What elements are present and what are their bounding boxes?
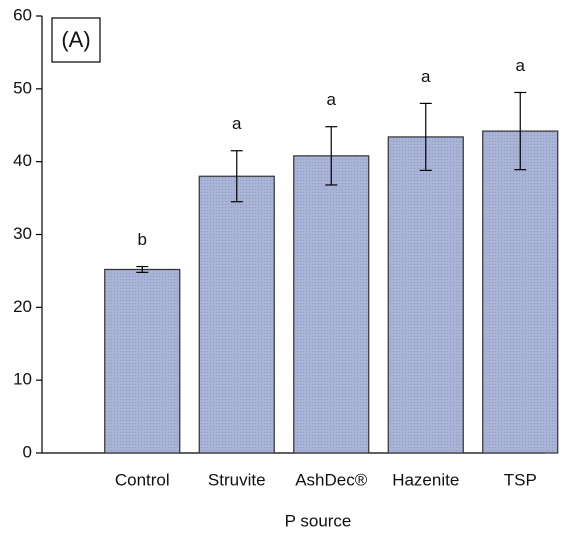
y-tick-label: 60 <box>13 5 32 24</box>
x-tick-label: AshDec® <box>295 470 368 489</box>
panel-label: (A) <box>61 27 90 52</box>
y-tick-label: 20 <box>13 297 32 316</box>
bar <box>293 155 370 454</box>
significance-letter: a <box>516 56 526 75</box>
significance-letter: a <box>327 90 337 109</box>
y-tick-label: 40 <box>13 151 32 170</box>
significance-letter: b <box>138 230 147 249</box>
y-tick-label: 10 <box>13 370 32 389</box>
x-tick-label: Control <box>115 470 170 489</box>
x-tick-label: Struvite <box>208 470 266 489</box>
significance-letter: a <box>421 67 431 86</box>
panel-label-box <box>51 17 101 63</box>
y-tick-label: 0 <box>23 442 32 461</box>
bar <box>482 130 559 454</box>
significance-letter: a <box>232 114 242 133</box>
bar <box>198 175 275 454</box>
x-tick-label: TSP <box>504 470 537 489</box>
bar <box>387 136 464 454</box>
bar <box>104 268 181 454</box>
x-axis-label: P source <box>285 511 352 530</box>
y-tick-label: 30 <box>13 224 32 243</box>
x-tick-label: Hazenite <box>392 470 459 489</box>
y-tick-label: 50 <box>13 78 32 97</box>
